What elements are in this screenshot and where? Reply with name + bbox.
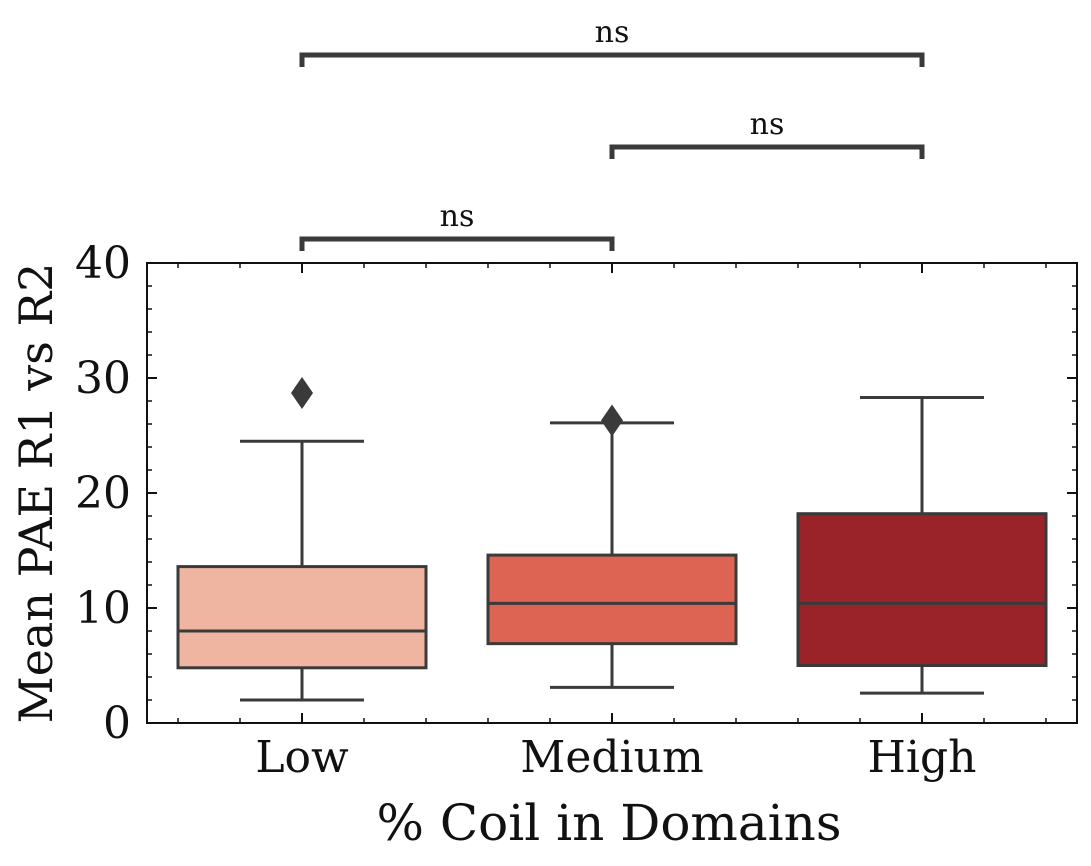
significance-label: ns [595,15,630,50]
y-tick-label: 30 [75,353,131,404]
box-medium [486,404,738,689]
significance-label: ns [750,107,785,142]
iqr-box [486,553,738,646]
significance-bracket: ns [299,15,925,67]
x-axis-title: % Coil in Domains [377,794,842,852]
iqr-box [176,565,428,670]
x-axis-ticks: Low Medium High [177,263,1047,783]
box-high [796,396,1048,695]
y-tick-label: 0 [103,698,131,749]
x-tick-label: Low [255,732,349,783]
outlier-marker [601,404,623,437]
outlier-marker [291,376,313,409]
iqr-box [796,512,1048,668]
significance-label: ns [440,199,475,234]
y-axis-title: Mean PAE R1 vs R2 [9,263,63,724]
box-low [176,376,428,702]
significance-bracket: ns [609,107,925,159]
significance-brackets: ns ns ns [299,15,925,251]
significance-bracket: ns [299,199,615,251]
y-tick-label: 20 [75,468,131,519]
y-axis-ticks: 0 10 20 30 40 [75,238,1077,749]
x-tick-label: Medium [520,732,703,783]
y-tick-label: 10 [75,583,131,634]
bracket-line [299,52,925,67]
bracket-line [299,236,615,251]
x-tick-label: High [868,732,977,783]
y-tick-label: 40 [75,238,131,289]
bracket-line [609,144,925,159]
box-series [176,376,1048,702]
axes: 0 10 20 30 40 Low Medium High [75,238,1078,783]
